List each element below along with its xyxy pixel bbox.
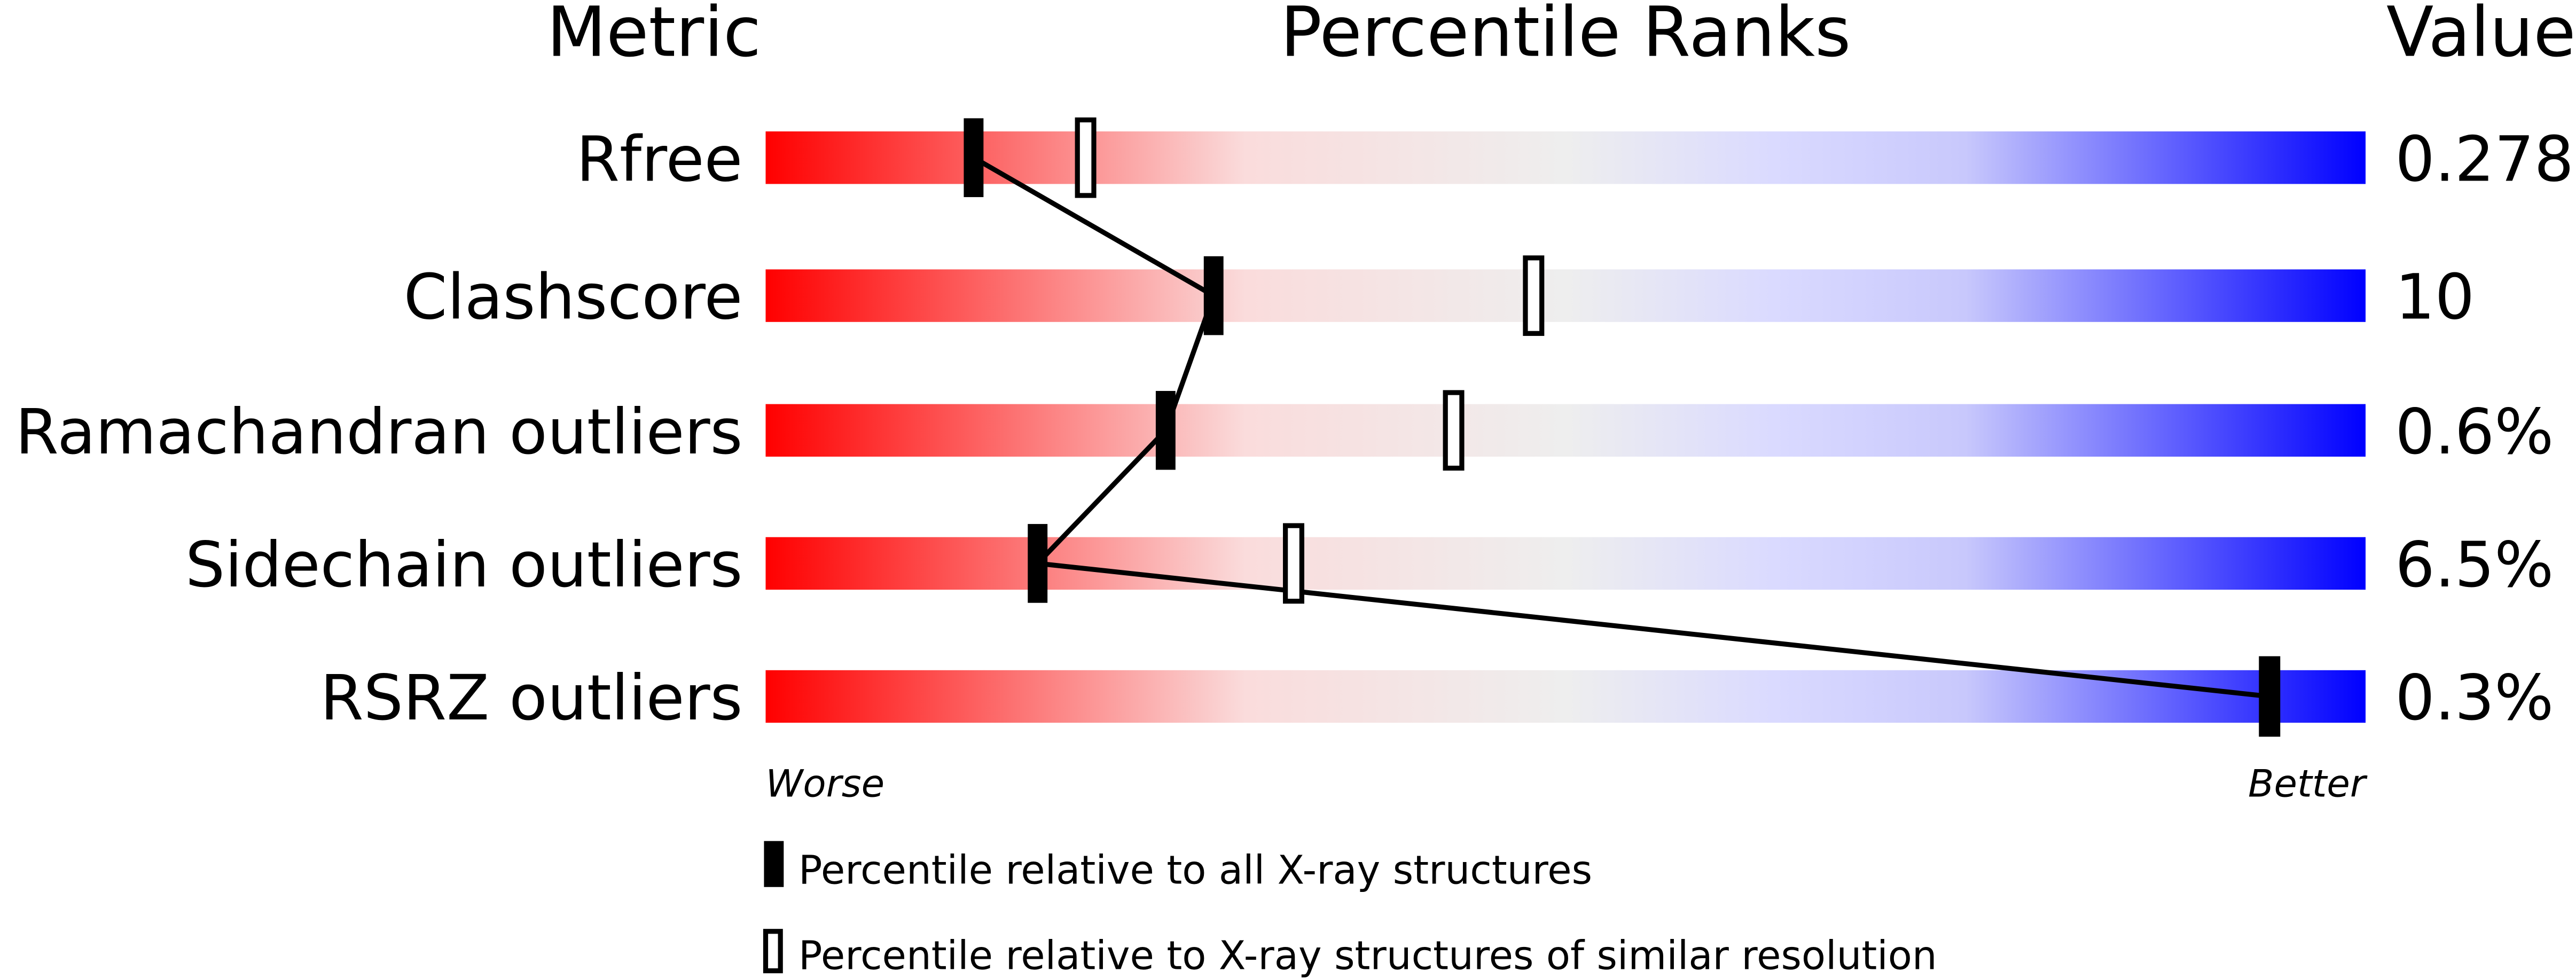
percentile-bar <box>765 537 2366 590</box>
metric-value: 0.6% <box>2395 396 2554 468</box>
marker-similar-resolution <box>1075 117 1097 198</box>
metric-label: Clashscore <box>404 261 743 334</box>
axis-label-worse: Worse <box>765 762 884 806</box>
percentile-bar <box>765 404 2366 457</box>
header-value: Value <box>2386 0 2576 73</box>
metric-value: 6.5% <box>2395 529 2554 601</box>
axis-label-better: Better <box>2248 762 2368 806</box>
metric-value: 0.3% <box>2395 662 2554 734</box>
legend-marker-filled <box>764 841 784 887</box>
metric-value: 10 <box>2395 261 2475 334</box>
legend-marker-open <box>763 929 783 974</box>
marker-all-structures <box>1028 524 1048 603</box>
metric-label: RSRZ outliers <box>320 662 743 734</box>
marker-all-structures <box>1155 390 1176 470</box>
header-metric: Metric <box>547 0 762 73</box>
marker-all-structures <box>1203 256 1224 335</box>
percentile-bar <box>765 131 2366 184</box>
marker-all-structures <box>2259 657 2280 736</box>
percentile-bar <box>765 269 2366 322</box>
marker-similar-resolution <box>1443 390 1465 471</box>
marker-all-structures <box>964 118 984 198</box>
marker-similar-resolution <box>1283 523 1305 604</box>
percentile-bar <box>765 670 2366 723</box>
legend-label-all: Percentile relative to all X-ray structu… <box>798 848 1592 894</box>
header-ranks: Percentile Ranks <box>1280 0 1851 73</box>
metric-label: Sidechain outliers <box>185 529 742 601</box>
metric-value: 0.278 <box>2395 123 2574 195</box>
metric-label: Ramachandran outliers <box>15 396 743 468</box>
metric-label: Rfree <box>576 123 743 195</box>
marker-similar-resolution <box>1523 255 1545 336</box>
legend-label-similar: Percentile relative to X-ray structures … <box>798 933 1937 979</box>
